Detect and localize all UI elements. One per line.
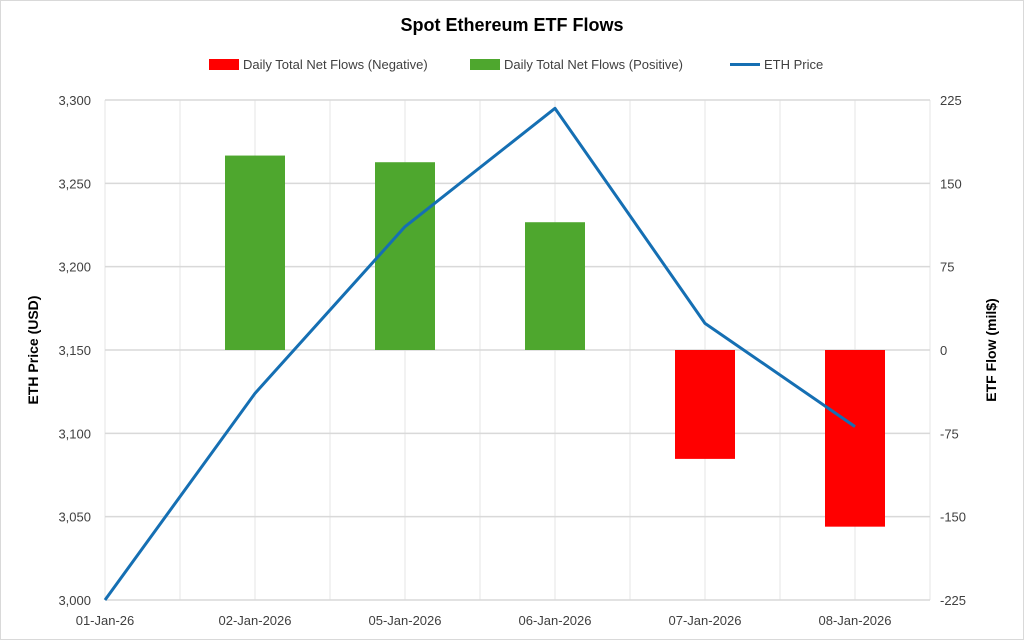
y-axis-right-label: ETF Flow (mil$) (983, 298, 999, 401)
y-left-tick-label: 3,250 (58, 176, 91, 191)
x-tick-label: 02-Jan-2026 (219, 613, 292, 628)
legend-label: ETH Price (764, 57, 823, 72)
eth-price-line (103, 106, 856, 601)
bars (225, 155, 885, 527)
y-right-tick-label: 75 (940, 260, 954, 275)
legend: Daily Total Net Flows (Negative) Daily To… (209, 57, 823, 72)
y-left-tick-label: 3,300 (58, 93, 91, 108)
flow-bar (375, 162, 435, 350)
flow-bar (225, 155, 285, 350)
y-axis-left-label: ETH Price (USD) (25, 296, 41, 405)
y-left-tick-label: 3,150 (58, 343, 91, 358)
y-right-tick-label: -150 (940, 510, 966, 525)
legend-swatch (470, 59, 500, 70)
legend-label: Daily Total Net Flows (Positive) (504, 57, 683, 72)
y-left-tick-label: 3,000 (58, 593, 91, 608)
price-line (103, 106, 856, 601)
x-tick-label: 06-Jan-2026 (519, 613, 592, 628)
chart-title: Spot Ethereum ETF Flows (400, 15, 623, 35)
y-right-tick-label: 150 (940, 176, 962, 191)
y-left-tick-label: 3,050 (58, 510, 91, 525)
flow-bar (525, 222, 585, 350)
y-right-tick-label: 225 (940, 93, 962, 108)
x-tick-label: 07-Jan-2026 (669, 613, 742, 628)
legend-swatch (209, 59, 239, 70)
y-right-tick-label: -225 (940, 593, 966, 608)
y-right-tick-label: -75 (940, 426, 959, 441)
y-left-tick-label: 3,100 (58, 426, 91, 441)
x-tick-label: 01-Jan-26 (76, 613, 135, 628)
legend-label: Daily Total Net Flows (Negative) (243, 57, 428, 72)
x-tick-label: 05-Jan-2026 (369, 613, 442, 628)
flow-bar (825, 350, 885, 527)
flow-bar (675, 350, 735, 459)
x-tick-label: 08-Jan-2026 (819, 613, 892, 628)
y-left-tick-label: 3,200 (58, 260, 91, 275)
y-right-tick-label: 0 (940, 343, 947, 358)
axes: 3,000 -225 3,050 -150 3,100 -75 3,150 0 3,200 75 3… (58, 93, 966, 628)
